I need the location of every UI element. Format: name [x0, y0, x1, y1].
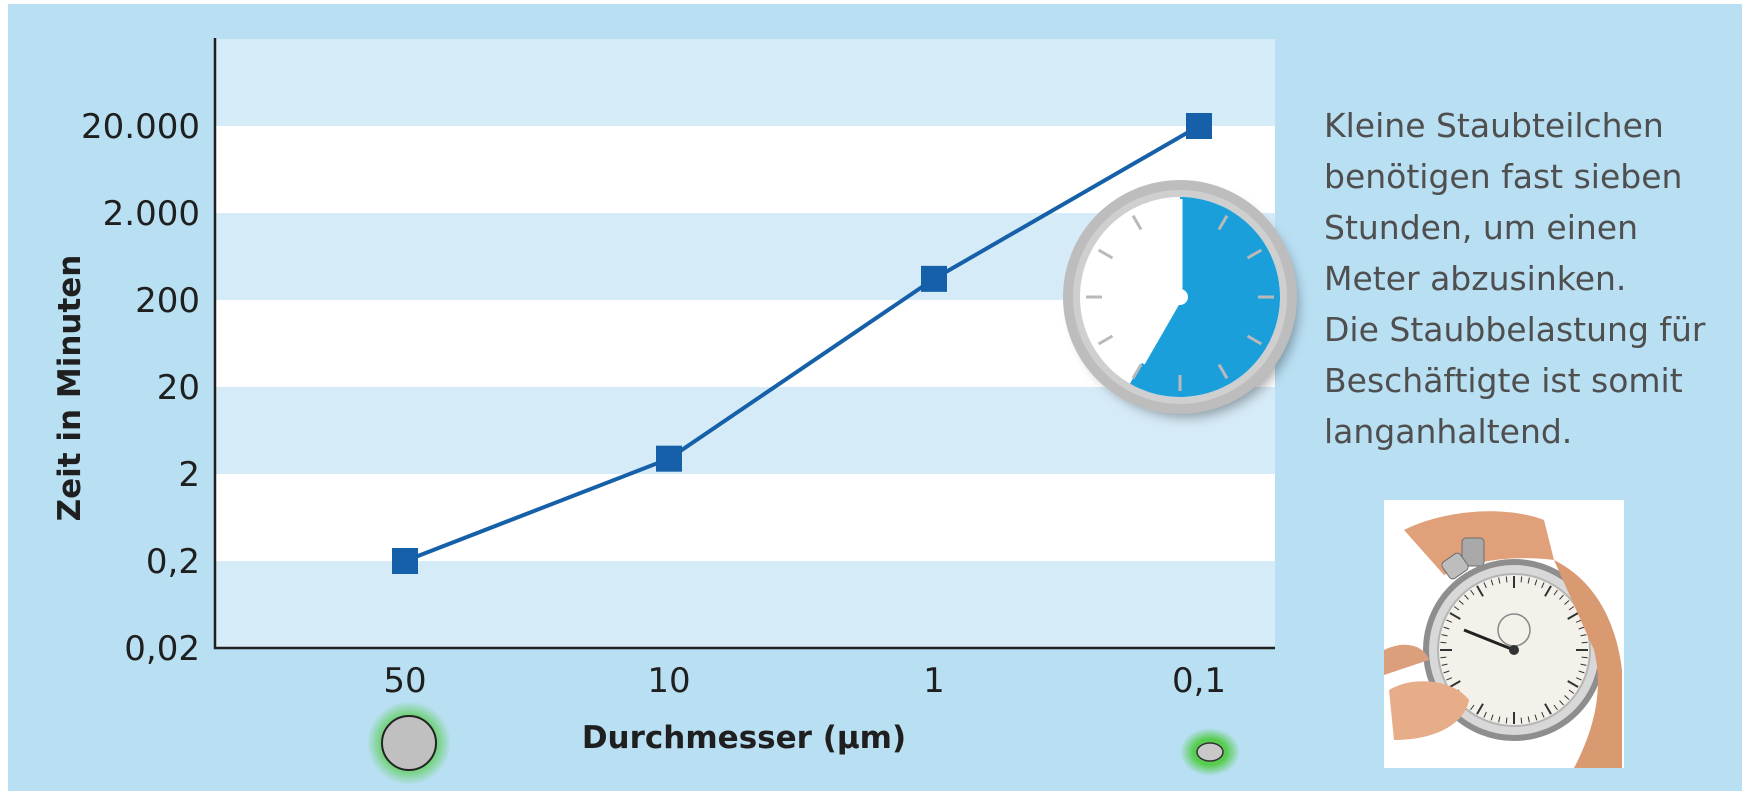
- data-point: [921, 265, 947, 292]
- x-axis-ticks: 50 10 1 0,1: [383, 661, 1226, 701]
- x-axis-title: Durchmesser (µm): [582, 720, 906, 756]
- y-tick-label: 200: [135, 281, 200, 321]
- grid-band: [215, 387, 1275, 474]
- stopwatch-photo: [1384, 500, 1624, 768]
- x-tick-label: 1: [923, 661, 945, 701]
- y-axis-ticks: 0,02 0,2 2 20 200 2.000 20.000: [81, 107, 200, 669]
- grid-band: [215, 126, 1275, 213]
- caption-line: Kleine Staubteilchen: [1324, 106, 1664, 145]
- series-markers: [392, 113, 1212, 574]
- x-tick-label: 0,1: [1172, 661, 1226, 701]
- y-tick-label: 0,2: [146, 542, 200, 582]
- data-point: [656, 445, 682, 472]
- caption-line: benötigen fast sieben: [1324, 157, 1683, 196]
- y-tick-label: 20: [157, 368, 200, 408]
- clock-icon: [1063, 180, 1297, 414]
- y-axis-title: Zeit in Minuten: [52, 255, 88, 522]
- grid-band: [215, 474, 1275, 561]
- caption-line: langanhaltend.: [1324, 412, 1573, 451]
- x-tick-label: 50: [383, 661, 426, 701]
- data-point: [1186, 113, 1212, 139]
- large-particle-icon: [367, 701, 451, 785]
- grid-band: [215, 561, 1275, 648]
- caption-line: Die Staubbelastung für: [1324, 310, 1706, 349]
- small-particle-icon: [1180, 728, 1240, 776]
- y-tick-label: 20.000: [81, 107, 200, 147]
- data-point: [392, 548, 418, 574]
- caption-line: Beschäftigte ist somit: [1324, 361, 1683, 400]
- caption-text: Kleine Staubteilchen benötigen fast sieb…: [1324, 100, 1744, 457]
- y-tick-label: 0,02: [124, 629, 200, 669]
- y-tick-label: 2.000: [103, 194, 200, 234]
- chart-axes: [213, 38, 1275, 650]
- y-tick-label: 2: [178, 455, 200, 495]
- x-tick-label: 10: [647, 661, 690, 701]
- grid-band: [215, 39, 1275, 126]
- series-line: [404, 124, 1200, 563]
- caption-line: Stunden, um einen: [1324, 208, 1639, 247]
- caption-line: Meter abzusinken.: [1324, 259, 1627, 298]
